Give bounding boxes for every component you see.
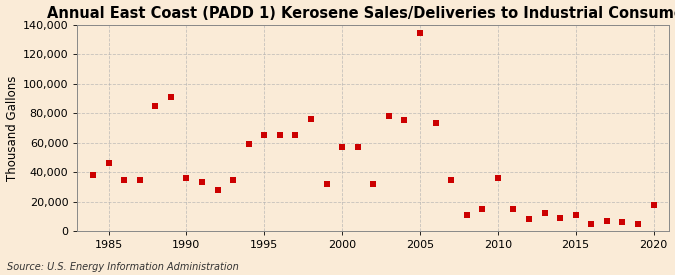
Point bbox=[103, 161, 114, 166]
Point bbox=[337, 145, 348, 149]
Text: Source: U.S. Energy Information Administration: Source: U.S. Energy Information Administ… bbox=[7, 262, 238, 272]
Point bbox=[632, 222, 643, 226]
Point bbox=[165, 95, 176, 99]
Point bbox=[352, 145, 363, 149]
Point bbox=[648, 202, 659, 207]
Point bbox=[524, 217, 535, 222]
Point bbox=[196, 180, 207, 185]
Point bbox=[601, 219, 612, 223]
Point bbox=[430, 121, 441, 126]
Point bbox=[477, 207, 487, 211]
Title: Annual East Coast (PADD 1) Kerosene Sales/Deliveries to Industrial Consumers: Annual East Coast (PADD 1) Kerosene Sale… bbox=[47, 6, 675, 21]
Point bbox=[227, 177, 238, 182]
Point bbox=[399, 118, 410, 123]
Point bbox=[243, 142, 254, 146]
Point bbox=[368, 182, 379, 186]
Y-axis label: Thousand Gallons: Thousand Gallons bbox=[5, 75, 18, 180]
Point bbox=[306, 117, 317, 121]
Point bbox=[383, 114, 394, 118]
Point bbox=[508, 207, 519, 211]
Point bbox=[259, 133, 269, 138]
Point bbox=[290, 133, 301, 138]
Point bbox=[446, 177, 456, 182]
Point bbox=[119, 177, 130, 182]
Point bbox=[275, 133, 286, 138]
Point bbox=[88, 173, 99, 177]
Point bbox=[586, 222, 597, 226]
Point bbox=[461, 213, 472, 217]
Point bbox=[134, 177, 145, 182]
Point bbox=[617, 220, 628, 224]
Point bbox=[181, 176, 192, 180]
Point bbox=[492, 176, 503, 180]
Point bbox=[321, 182, 332, 186]
Point bbox=[570, 213, 581, 217]
Point bbox=[414, 31, 425, 35]
Point bbox=[150, 103, 161, 108]
Point bbox=[539, 211, 550, 216]
Point bbox=[212, 188, 223, 192]
Point bbox=[555, 216, 566, 220]
